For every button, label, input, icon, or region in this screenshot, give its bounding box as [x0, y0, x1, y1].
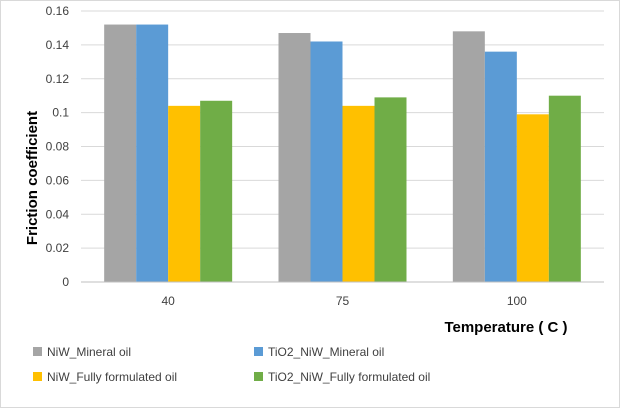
bar	[374, 97, 407, 282]
y-tick-labels: 0 0.02 0.04 0.06 0.08 0.1 0.12 0.14 0.16	[46, 4, 70, 289]
bar	[452, 31, 485, 283]
legend-label: NiW_Fully formulated oil	[47, 370, 177, 384]
y-tick-label: 0.14	[46, 38, 70, 52]
bar	[548, 95, 581, 282]
y-tick-label: 0.12	[46, 72, 70, 86]
bar	[104, 24, 137, 283]
y-tick-label: 0.08	[46, 140, 70, 154]
bars	[104, 24, 581, 283]
bar	[342, 105, 375, 282]
y-tick-label: 0.1	[52, 106, 69, 120]
legend-swatch	[254, 372, 263, 381]
x-tick-labels: 40 75 100	[161, 294, 527, 308]
y-tick-label: 0.04	[46, 207, 70, 221]
bar	[484, 51, 517, 283]
y-tick-label: 0.02	[46, 241, 70, 255]
bar	[136, 24, 169, 283]
y-tick-label: 0.16	[46, 4, 70, 18]
legend-label: NiW_Mineral oil	[47, 345, 131, 359]
legend-swatch	[254, 347, 263, 356]
legend: NiW_Mineral oil TiO2_NiW_Mineral oil NiW_F…	[33, 345, 430, 384]
x-tick-label: 40	[161, 294, 175, 308]
bar	[516, 114, 549, 282]
bar	[168, 105, 201, 282]
x-tick-label: 100	[507, 294, 527, 308]
bar	[310, 41, 343, 282]
x-tick-label: 75	[336, 294, 350, 308]
legend-label: TiO2_NiW_Mineral oil	[268, 345, 384, 359]
legend-swatch	[33, 372, 42, 381]
legend-label: TiO2_NiW_Fully formulated oil	[268, 370, 430, 384]
y-tick-label: 0	[62, 275, 69, 289]
y-axis-title: Friction coefficient	[24, 111, 41, 245]
y-tick-label: 0.06	[46, 173, 70, 187]
bar	[278, 33, 311, 282]
bar	[200, 100, 233, 282]
x-axis-title: Temperature ( C )	[444, 319, 567, 336]
legend-swatch	[33, 347, 42, 356]
